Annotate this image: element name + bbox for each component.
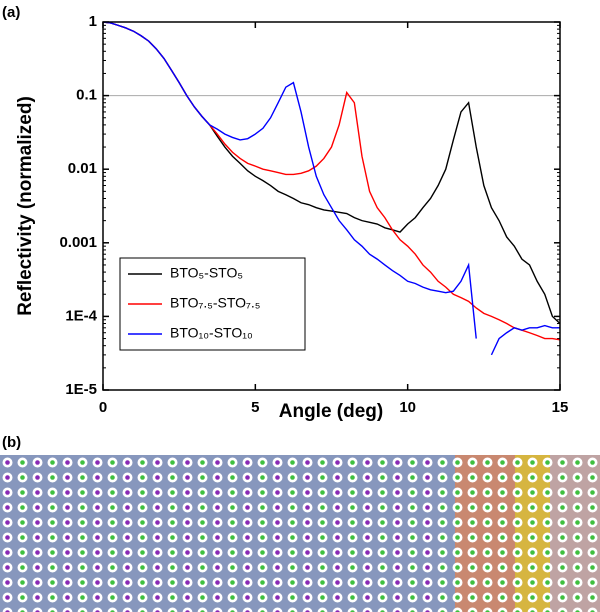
x-axis-title: Angle (deg) [279, 401, 384, 422]
lattice-panel [0, 455, 600, 612]
panel-label: (a) [2, 4, 20, 21]
legend-label: BTO₁₀-STO₁₀ [170, 325, 253, 341]
panel-label: (b) [2, 434, 21, 451]
x-tick-label: 15 [552, 399, 569, 416]
y-tick-label: 1E-5 [65, 381, 97, 398]
x-tick-label: 5 [251, 399, 259, 416]
legend-label: BTO₅-STO₅ [170, 265, 243, 281]
y-tick-label: 0.001 [59, 234, 97, 251]
legend-label: BTO₇.₅-STO₇.₅ [170, 295, 260, 311]
y-tick-label: 0.01 [68, 160, 97, 177]
y-tick-label: 1 [89, 13, 97, 30]
y-tick-label: 0.1 [76, 87, 97, 104]
x-tick-label: 10 [399, 399, 416, 416]
series-line [103, 22, 560, 356]
y-tick-label: 1E-4 [65, 307, 97, 324]
plot-lines [103, 22, 560, 356]
plot-frame [102, 21, 561, 391]
x-tick-label: 0 [99, 399, 107, 416]
y-axis-title: Reflectivity (normalized) [15, 96, 36, 316]
